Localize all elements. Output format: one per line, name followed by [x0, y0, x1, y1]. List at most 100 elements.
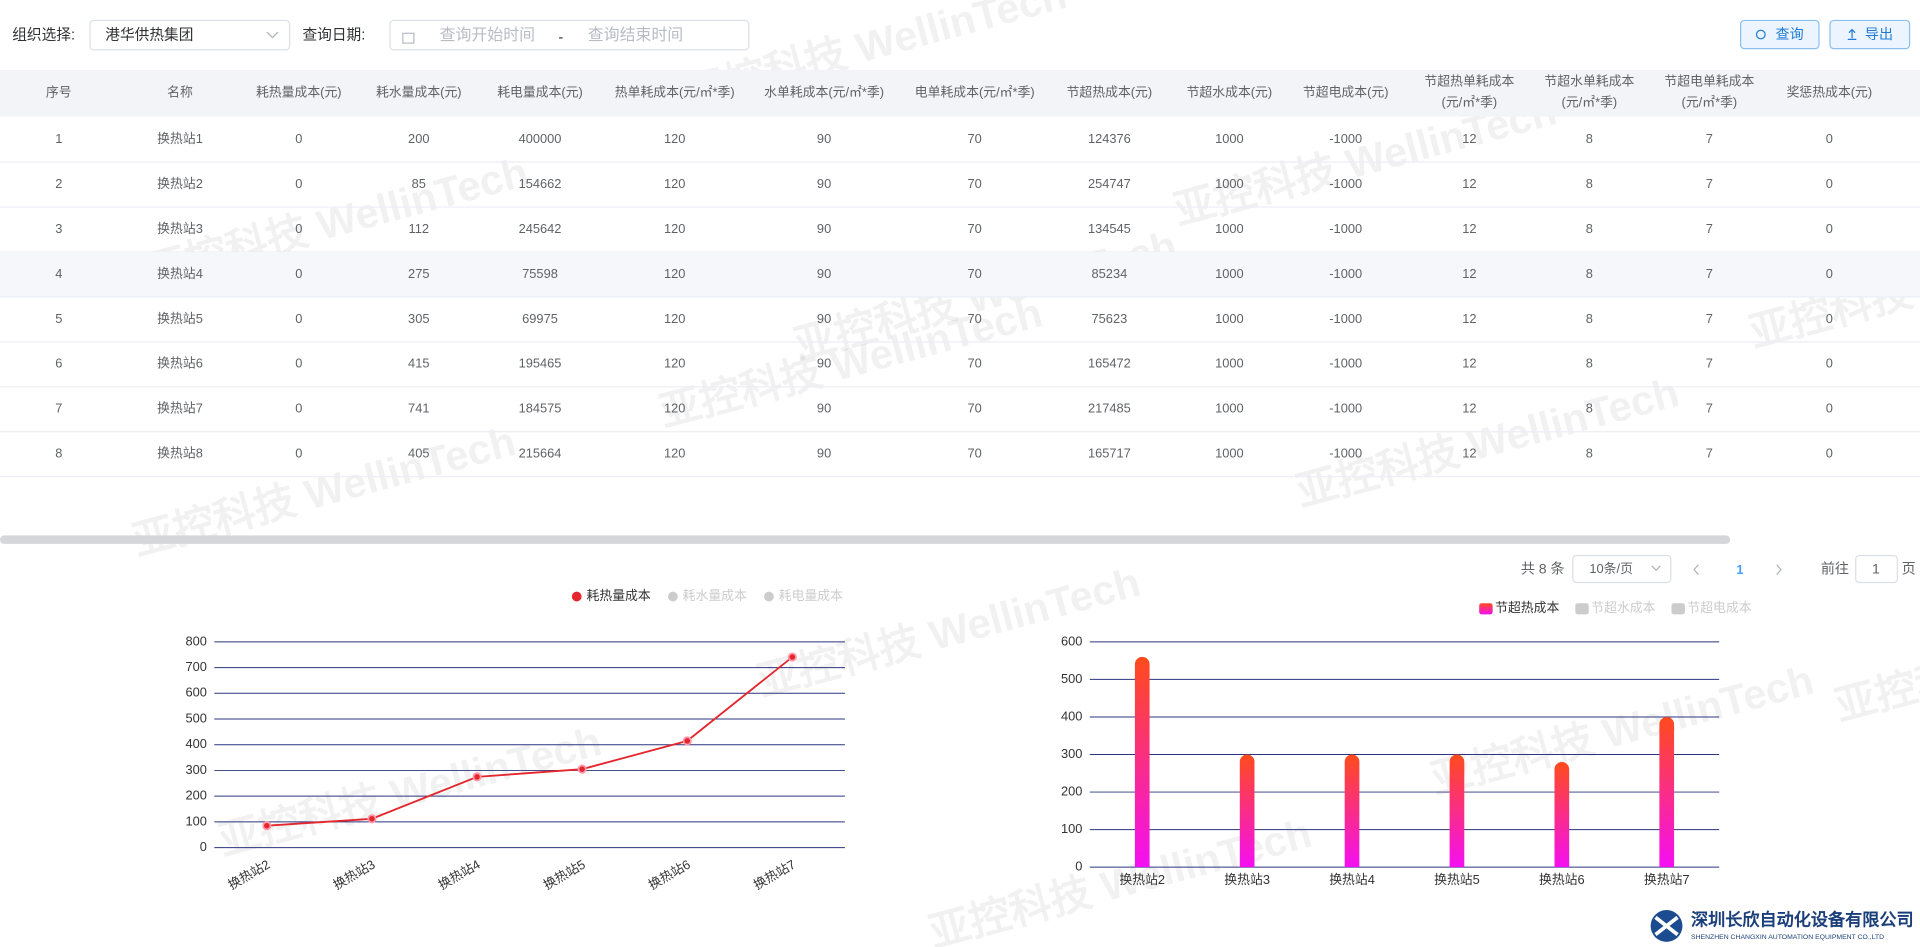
x-tick-label: 换热站4	[1329, 872, 1375, 887]
legend-marker	[764, 591, 774, 602]
logo-english: SHENZHEN CHANGXIN AUTOMATION EQUIPMENT C…	[1691, 934, 1884, 941]
cell: 120	[664, 311, 685, 326]
bar	[1239, 754, 1255, 868]
cell: 165717	[1088, 446, 1131, 461]
y-tick-label: 700	[186, 659, 207, 674]
query-button[interactable]	[1740, 19, 1820, 50]
point	[262, 821, 272, 831]
cell: -1000	[1329, 221, 1362, 236]
cell: 90	[817, 131, 831, 146]
legend-label[interactable]: 节超水成本	[1591, 600, 1655, 615]
cell: 70	[968, 221, 982, 236]
cell: 0	[1826, 311, 1833, 326]
y-tick-label: 0	[1075, 859, 1082, 874]
current-page[interactable]: 1	[1736, 562, 1743, 577]
goto-value[interactable]: 1	[1872, 560, 1880, 576]
bar	[1134, 656, 1150, 868]
cell: 0	[295, 266, 302, 281]
column-header: (元/㎡*季)	[1442, 94, 1498, 109]
cell: 换热站1	[157, 131, 203, 146]
cell: 12	[1462, 446, 1476, 461]
column-header: (元/㎡*季)	[1562, 94, 1618, 109]
select-arrow	[1651, 565, 1661, 572]
legend-label[interactable]: 节超电成本	[1687, 600, 1751, 615]
logo-cross	[1654, 915, 1679, 936]
cell: -1000	[1329, 176, 1362, 191]
query-label[interactable]: 查询	[1776, 26, 1804, 42]
start-placeholder[interactable]: 查询开始时间	[440, 26, 535, 44]
cell: 7	[1706, 311, 1713, 326]
page-size-select[interactable]	[1572, 554, 1672, 584]
column-header: 水单耗成本(元/㎡*季)	[764, 85, 884, 100]
cell: -1000	[1329, 266, 1362, 281]
cell: 134545	[1088, 221, 1131, 236]
goto-input[interactable]	[1855, 554, 1898, 584]
cell: 120	[664, 131, 685, 146]
cell: 0	[1826, 401, 1833, 416]
cell: 0	[1826, 446, 1833, 461]
search-icon	[1755, 29, 1766, 40]
cell: 305	[408, 311, 429, 326]
cell: 8	[1586, 131, 1593, 146]
cell: 1000	[1215, 401, 1244, 416]
cell: 7	[55, 401, 62, 416]
cell: 120	[664, 356, 685, 371]
y-tick-label: 100	[186, 813, 207, 828]
end-placeholder[interactable]: 查询结束时间	[588, 26, 683, 44]
cell: 120	[664, 221, 685, 236]
column-header: 耗热量成本(元)	[256, 85, 342, 100]
cell: 0	[295, 221, 302, 236]
cell: 90	[817, 401, 831, 416]
bar	[1344, 754, 1360, 868]
cell: 90	[817, 356, 831, 371]
cell: 0	[295, 176, 302, 191]
x-tick-label: 换热站2	[1119, 872, 1165, 887]
legend-label[interactable]: 节超热成本	[1495, 600, 1559, 615]
cell: 70	[968, 176, 982, 191]
org-select[interactable]	[89, 19, 291, 51]
line	[266, 656, 793, 827]
column-header: 耗电量成本(元)	[497, 85, 583, 100]
cell: 1	[55, 131, 62, 146]
column-header: (元/㎡*季)	[1682, 94, 1738, 109]
date-label: 查询日期:	[302, 27, 365, 44]
cell: 0	[295, 356, 302, 371]
column-header: 序号	[46, 85, 72, 100]
legend-label[interactable]: 耗热量成本	[587, 588, 651, 603]
cell: 741	[408, 401, 429, 416]
legend-label[interactable]: 耗水量成本	[683, 588, 747, 603]
column-header: 节超水单耗成本	[1544, 74, 1634, 89]
cell: -1000	[1329, 446, 1362, 461]
cell: 8	[55, 446, 62, 461]
scrollbar[interactable]	[0, 535, 1731, 544]
cell: 1000	[1215, 176, 1244, 191]
x-tick-label: 换热站6	[1539, 872, 1585, 887]
date-range[interactable]	[389, 19, 750, 51]
prev-page[interactable]	[1693, 564, 1699, 575]
cell: 12	[1462, 401, 1476, 416]
next-page[interactable]	[1776, 564, 1782, 575]
watermark: 亚控科技 WellinTech	[752, 558, 1145, 705]
cell: 7	[1706, 446, 1713, 461]
cell: 70	[968, 401, 982, 416]
y-tick-label: 0	[200, 839, 207, 854]
bar	[1659, 716, 1675, 868]
cell: 换热站6	[157, 356, 203, 371]
cell: 1000	[1215, 266, 1244, 281]
y-tick-label: 200	[186, 788, 207, 803]
calendar-icon	[402, 32, 415, 44]
cell: 405	[408, 446, 429, 461]
cell: 70	[968, 266, 982, 281]
page-size[interactable]: 10条/页	[1589, 561, 1633, 576]
cell: 换热站3	[157, 221, 203, 236]
legend-label[interactable]: 耗电量成本	[779, 588, 843, 603]
cell: 70	[968, 131, 982, 146]
cell: 165472	[1088, 356, 1131, 371]
cell: 75598	[522, 266, 558, 281]
export-button[interactable]	[1829, 19, 1911, 50]
cell: 200	[408, 131, 429, 146]
export-label[interactable]: 导出	[1865, 26, 1893, 42]
cell: -1000	[1329, 311, 1362, 326]
page-unit: 页	[1902, 560, 1916, 576]
